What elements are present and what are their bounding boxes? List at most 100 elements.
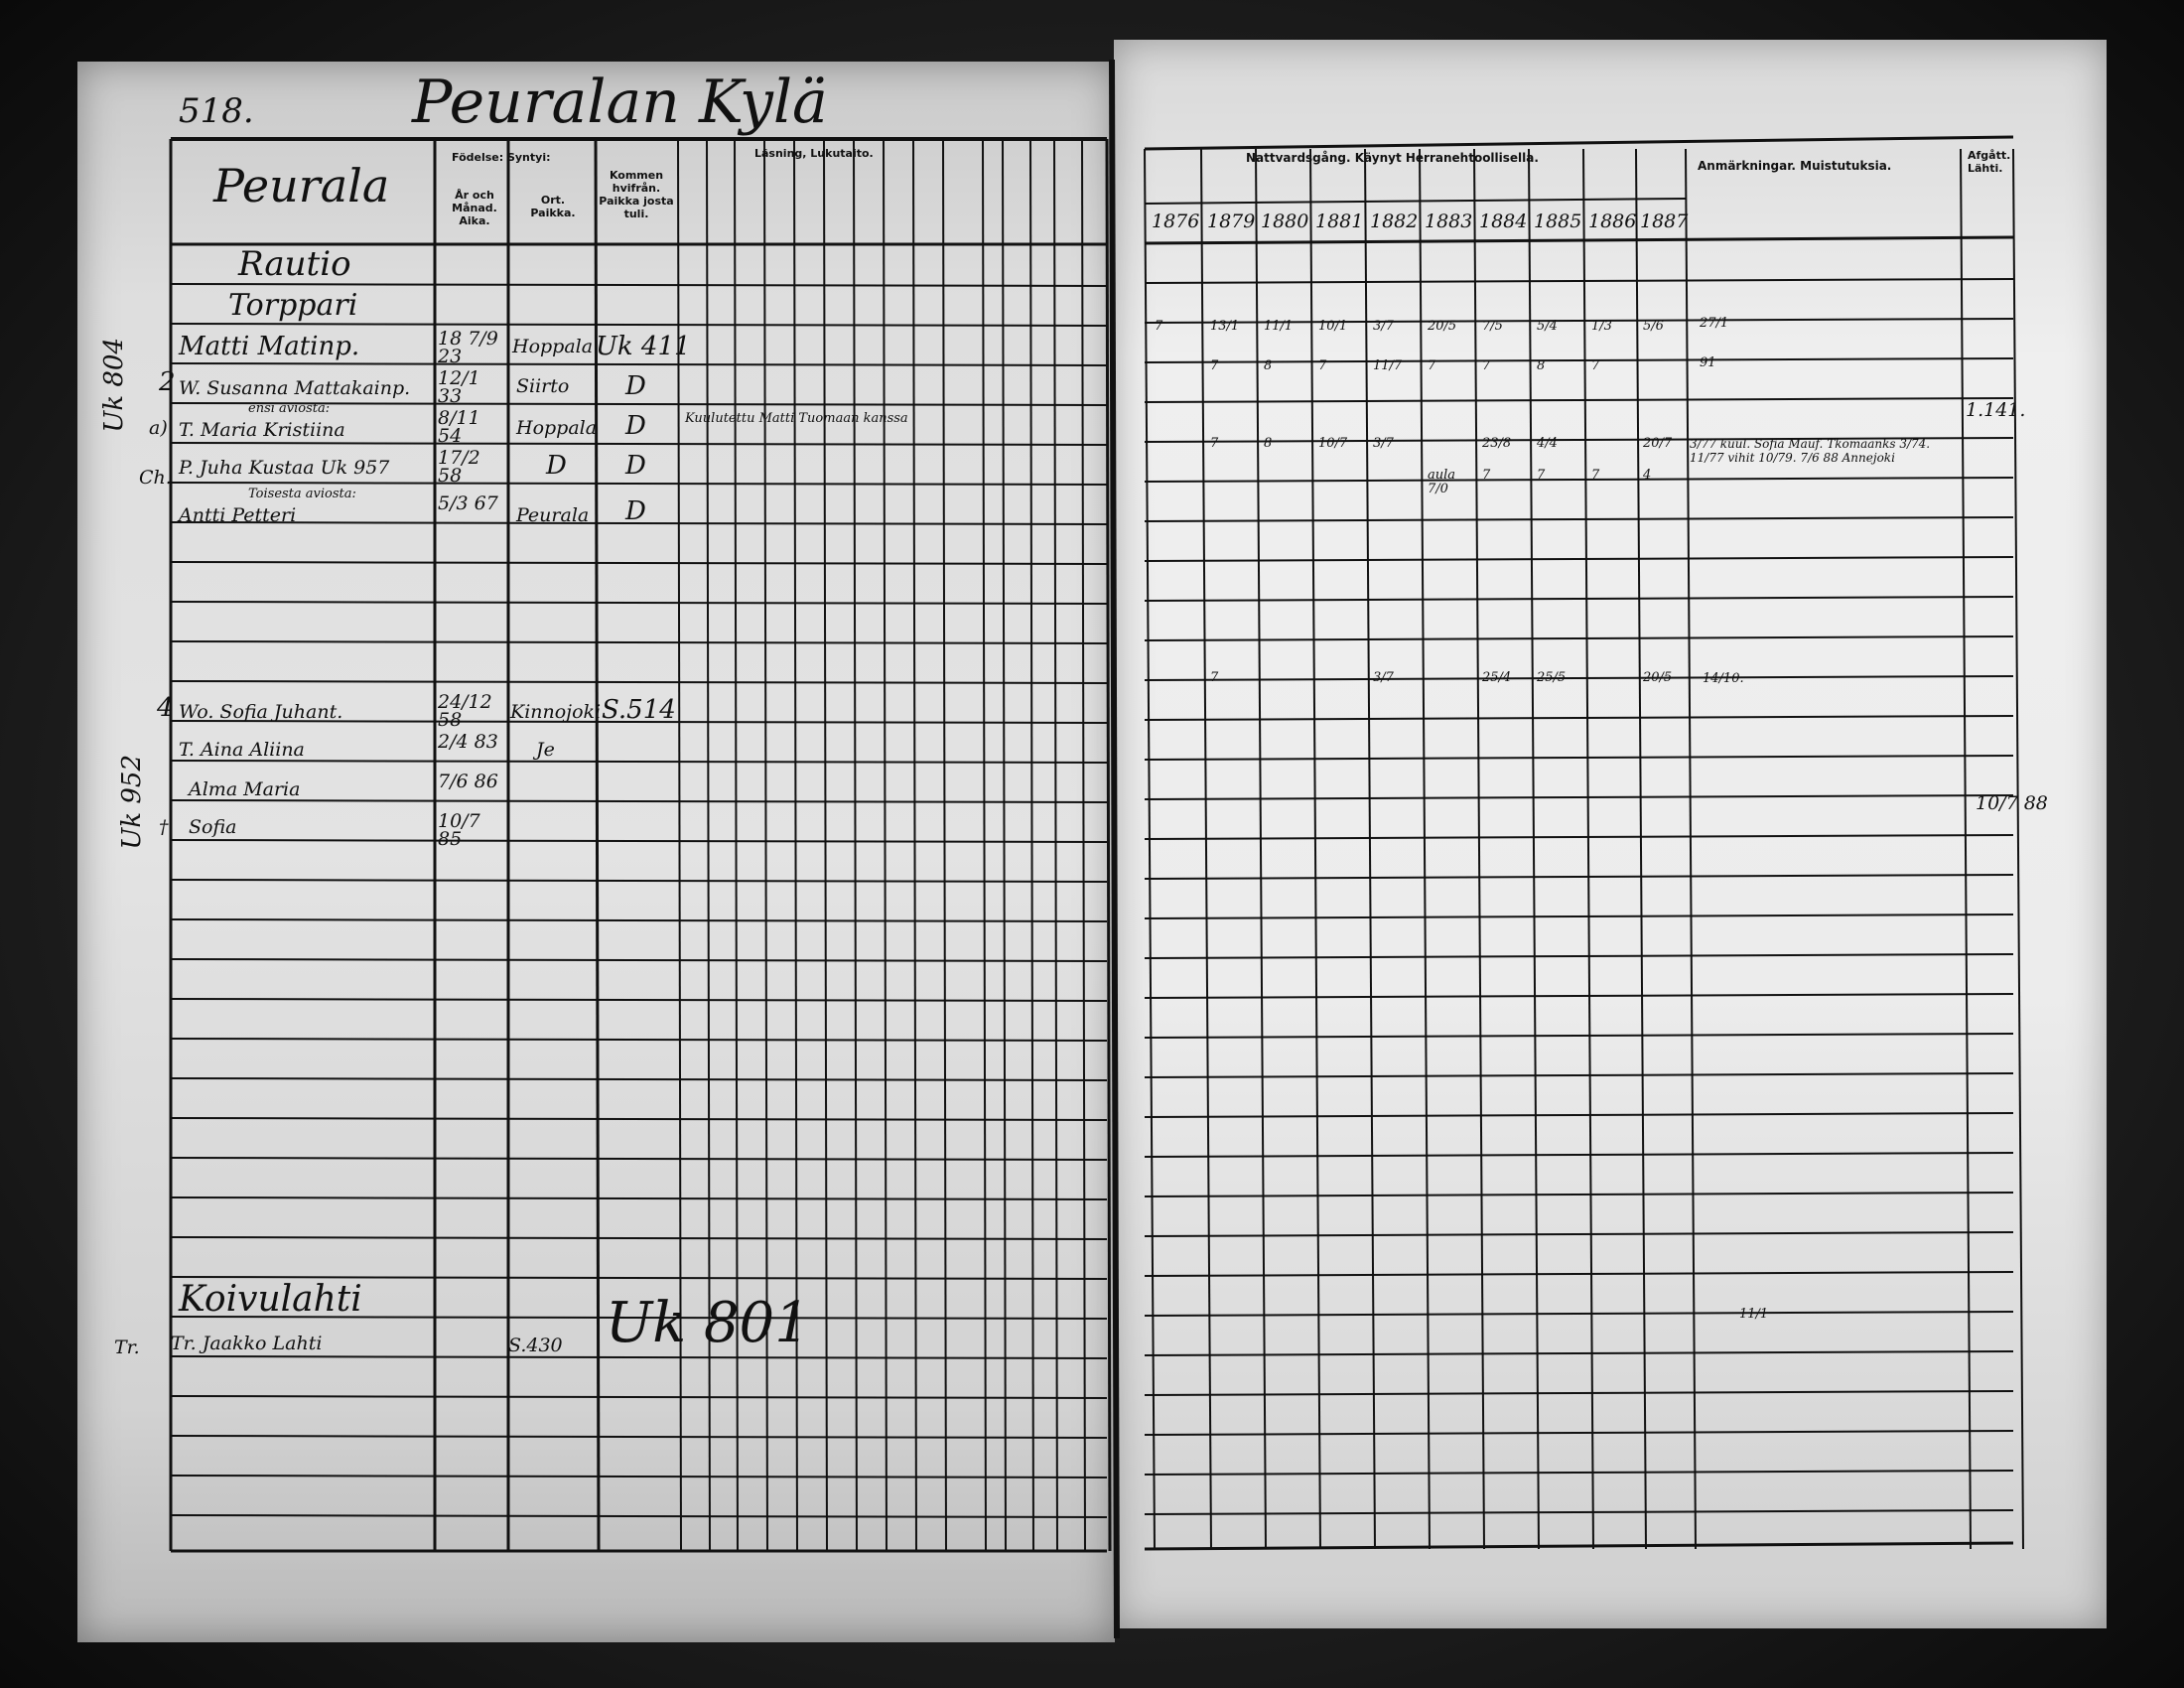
row-rule (170, 918, 1108, 922)
person-birthplace: Je (536, 739, 555, 761)
row-rule (1144, 953, 2014, 959)
column-rule (1105, 138, 1112, 1552)
margin-note-uk952: Uk 952 (117, 755, 147, 850)
communion-date: 5/6 (1643, 319, 1664, 334)
communion-date: 10/1 (1318, 319, 1348, 334)
column-rule (942, 138, 947, 1552)
column-rule (1002, 138, 1007, 1552)
person-name: T. Maria Kristiina (179, 419, 345, 441)
row-rule (170, 799, 1108, 803)
communion-date: 10/7 (1318, 436, 1348, 451)
year-header: 1886 (1588, 211, 1637, 232)
communion-date: 7 (1591, 358, 1600, 373)
column-rule (982, 138, 987, 1552)
communion-date: 11/7 (1373, 358, 1403, 373)
communion-date: 25/4 (1482, 670, 1512, 685)
row-rule (170, 720, 1108, 724)
row-rule (170, 601, 1108, 605)
year-header: 1876 (1152, 211, 1200, 232)
first-marriage-note: ensi aviosta: (248, 401, 331, 416)
row-rule (1144, 1231, 2014, 1237)
column-rule (1053, 138, 1058, 1552)
column-rule (734, 138, 739, 1552)
row-rule (170, 561, 1108, 565)
tenant-ref: S.430 (508, 1335, 563, 1356)
margin-note-4: 4 (157, 693, 174, 723)
row-rule (170, 442, 1108, 446)
row-rule (1144, 477, 2014, 483)
row-rule (1144, 516, 2014, 522)
person-born: 12/1 33 (438, 367, 480, 407)
header-reading: Läsning, Lukutaito. (754, 147, 874, 160)
communion-date: 3/7 (1373, 670, 1394, 685)
year-header: 1881 (1315, 211, 1364, 232)
row-rule (170, 283, 1108, 287)
column-rule (853, 138, 858, 1552)
column-rule (677, 138, 682, 1552)
communion-date: 20/5 (1428, 319, 1457, 334)
section-holding2: Koivulahti (179, 1279, 362, 1320)
row-rule (170, 1236, 1108, 1240)
person-came-from: D (625, 371, 646, 401)
communion-date: 8 (1264, 358, 1273, 373)
communion-date: 8 (1264, 436, 1273, 451)
person-name: Antti Petteri (179, 504, 297, 526)
remark-matti: 27/1 (1700, 316, 1729, 331)
row-rule (170, 1196, 1108, 1200)
column-rule (1029, 138, 1034, 1552)
communion-date: aula 7/0 (1428, 468, 1456, 496)
column-rule (763, 138, 768, 1552)
row-rule (170, 1316, 1108, 1320)
column-rule (1144, 148, 1156, 1550)
row-rule (170, 1276, 1108, 1280)
communion-date: 20/5 (1643, 670, 1673, 685)
row-rule (1144, 357, 2014, 363)
row-rule (1144, 1112, 2014, 1118)
margin-note-dagger: † (159, 816, 169, 838)
communion-date: 7 (1537, 468, 1546, 483)
row-rule (1144, 794, 2014, 800)
row-rule (170, 482, 1108, 486)
row-rule (1144, 1350, 2014, 1356)
person-name: Sofia (189, 816, 237, 838)
row-rule (1144, 1072, 2014, 1078)
column-rule (1419, 148, 1431, 1550)
row-rule (1144, 675, 2014, 681)
person-came-from: D (625, 451, 646, 481)
communion-date: 7 (1318, 358, 1327, 373)
row-rule (1144, 1192, 2014, 1197)
communion-date: 7 (1591, 468, 1600, 483)
person-born: 8/11 54 (438, 407, 480, 447)
remark-sofia: 14/10. (1703, 671, 1744, 686)
farm-name: Peurala (213, 159, 390, 212)
communion-date: 1/3 (1591, 319, 1612, 334)
header-departed: Afgått. Lähti. (1968, 149, 2011, 175)
village-title: Peuralan Kylä (412, 68, 828, 137)
row-rule (1144, 556, 2014, 562)
row-rule (170, 1157, 1108, 1161)
communion-date: 23/8 (1482, 436, 1512, 451)
row-rule (1144, 914, 2014, 919)
header-bottom-rule (1144, 235, 2014, 245)
person-born: 2/4 83 (438, 731, 498, 753)
person-birthplace: Peurala (516, 504, 590, 526)
person-name: Wo. Sofia Juhant. (179, 701, 343, 723)
year-header: 1887 (1640, 211, 1689, 232)
communion-date: 4/4 (1537, 436, 1558, 451)
communion-date: 7 (1210, 670, 1219, 685)
tenant-uk: Uk 801 (606, 1291, 810, 1355)
row-rule (1144, 755, 2014, 761)
person-came-from: D (625, 411, 646, 441)
person-name: T. Aina Aliina (179, 739, 305, 761)
margin-note-a: a) (149, 417, 168, 439)
communion-date: 5/4 (1537, 319, 1558, 334)
column-rule (594, 138, 601, 1552)
year-header: 1885 (1534, 211, 1582, 232)
person-birthplace: Hoppala (512, 336, 594, 357)
row-rule (1144, 993, 2014, 999)
column-rule (1685, 148, 1697, 1550)
row-rule (1144, 1390, 2014, 1396)
row-rule (170, 1077, 1108, 1081)
communion-date: 8 (1537, 358, 1546, 373)
